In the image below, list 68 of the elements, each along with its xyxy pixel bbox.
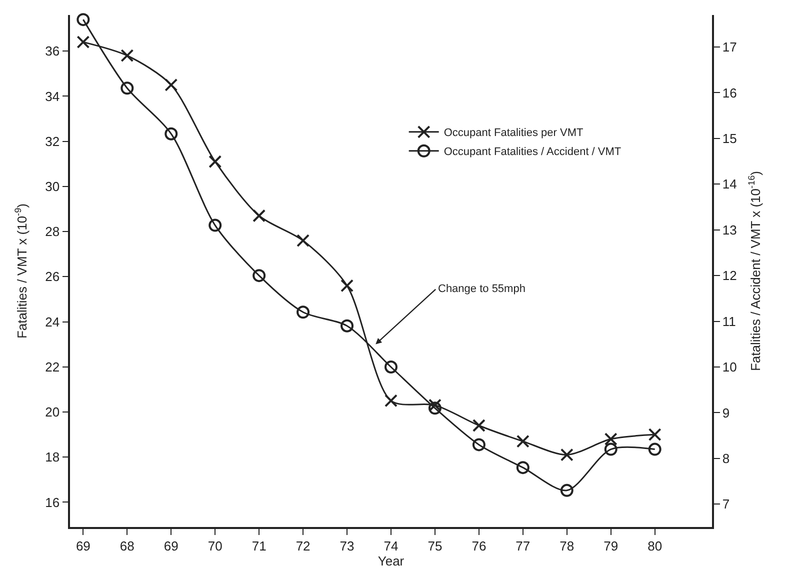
point (76, 36, 90, 49)
x-tick-label: 80 (648, 538, 662, 554)
point (164, 127, 178, 140)
x-axis-title: Year (378, 553, 405, 568)
point (208, 155, 222, 168)
y-tick-label: 18 (45, 450, 60, 465)
point (340, 319, 354, 332)
y2-tick-label: 10 (722, 360, 737, 375)
point (604, 442, 618, 456)
point (472, 438, 486, 452)
point (164, 78, 178, 92)
point (252, 209, 266, 222)
point (76, 13, 90, 26)
y2-tick-label: 13 (722, 222, 737, 238)
x-tick-label: 77 (516, 538, 530, 554)
point (560, 484, 574, 497)
legend-label: Occupant Fatalities / Accident / VMT (444, 146, 622, 158)
y-tick-label: 34 (45, 88, 60, 104)
y2-tick-label: 17 (722, 40, 737, 55)
x-tick-label: 72 (296, 538, 310, 554)
point (120, 82, 134, 95)
x-tick-label: 79 (604, 538, 618, 554)
y-tick-label: 32 (45, 134, 60, 149)
point (340, 279, 354, 292)
y-tick-label: 26 (45, 269, 60, 284)
y2-tick-label: 12 (722, 268, 737, 284)
x-tick-label: 74 (384, 538, 398, 554)
point (516, 461, 530, 474)
y2-tick-label: 15 (722, 130, 737, 146)
point (428, 402, 442, 415)
point (384, 394, 398, 408)
y2-tick-label: 14 (722, 176, 737, 192)
point (472, 419, 486, 432)
x-tick-label: 71 (252, 538, 266, 554)
y2-tick-label: 16 (722, 85, 737, 100)
point (648, 442, 662, 456)
point (516, 434, 530, 448)
y-tick-label: 36 (45, 44, 60, 59)
point (296, 234, 310, 248)
y-tick-label: 22 (45, 359, 60, 374)
x-tick-label: 70 (208, 538, 222, 554)
annotation: Change to 55mph (438, 283, 526, 295)
x-tick-label: 69 (76, 538, 90, 554)
x-tick-label: 75 (428, 538, 442, 554)
y-tick-label: 28 (45, 224, 60, 240)
y2-tick-label: 11 (722, 314, 736, 329)
x-tick-label: 69 (164, 538, 178, 554)
point (296, 306, 310, 319)
point (208, 218, 222, 232)
point (252, 269, 266, 282)
x-tick-label: 78 (560, 538, 574, 554)
x-tick-label: 68 (120, 538, 134, 554)
legend-label: Occupant Fatalities per VMT (444, 127, 584, 140)
point (384, 360, 398, 374)
x-tick-label: 76 (472, 538, 486, 554)
x-tick-label: 73 (340, 538, 354, 554)
y-tick-label: 30 (45, 178, 60, 194)
y2-tick-label: 7 (722, 496, 730, 512)
point (428, 398, 442, 412)
point (120, 49, 134, 62)
y-tick-label: 16 (45, 494, 60, 510)
point (604, 432, 618, 446)
y-tick-label: 20 (45, 404, 60, 420)
point (560, 448, 574, 462)
y2-tick-label: 9 (722, 405, 730, 420)
y-tick-label: 24 (45, 314, 60, 330)
point (648, 428, 662, 442)
y2-tick-label: 8 (722, 450, 730, 466)
